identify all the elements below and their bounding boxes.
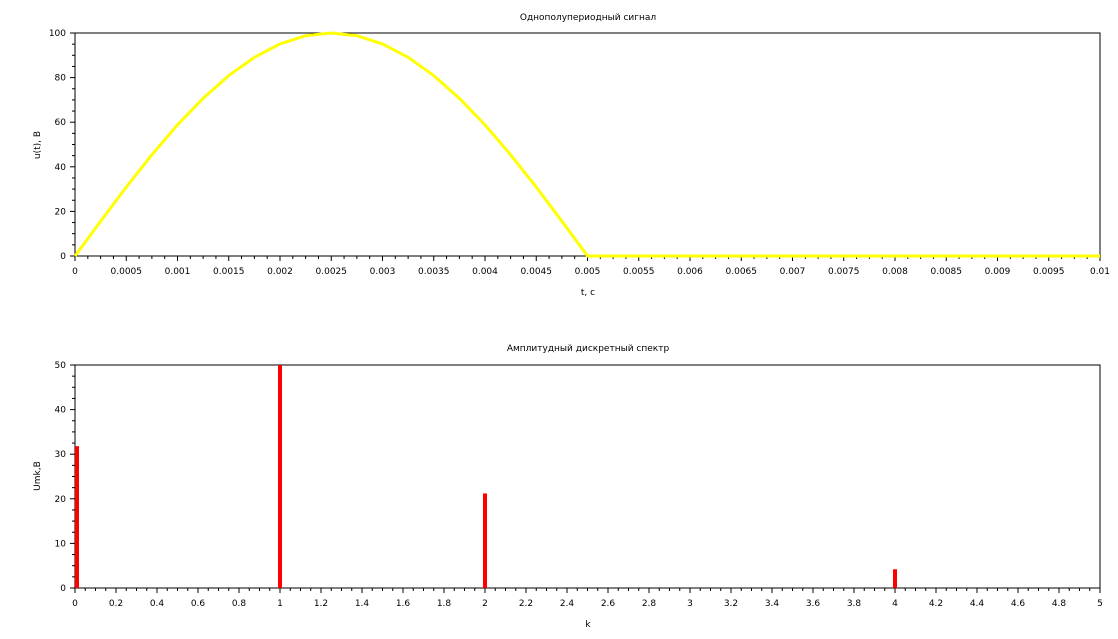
spectrum-x-tick-label: 1.8 [437, 599, 452, 609]
signal-x-tick-label: 0.0025 [316, 267, 348, 277]
signal-x-tick-label: 0.0095 [1033, 267, 1065, 277]
signal-x-tick-label: 0.0005 [111, 267, 143, 277]
spectrum-y-axis-label: Umk,B [33, 461, 43, 491]
spectrum-x-tick-label: 3.2 [724, 599, 738, 609]
spectrum-x-tick-label: 3 [687, 599, 693, 609]
spectrum-x-tick-label: 2.2 [519, 599, 533, 609]
spectrum-plot-title: Амплитудный дискретный спектр [507, 344, 670, 354]
signal-plot: Однополупериодный сигнал 0 0.0005 0.001 0.0… [33, 13, 1110, 298]
signal-x-axis-label: t, c [581, 288, 595, 298]
signal-y-tick-label: 100 [49, 29, 66, 39]
spectrum-x-tick-label: 5 [1097, 599, 1103, 609]
signal-x-tick-label: 0.0055 [623, 267, 655, 277]
spectrum-x-tick-label: 2 [482, 599, 488, 609]
spectrum-x-tick-label: 1.2 [314, 599, 328, 609]
spectrum-x-tick-label: 4.8 [1052, 599, 1067, 609]
spectrum-x-tick-label: 0.2 [109, 599, 123, 609]
signal-x-tick-label: 0.0065 [726, 267, 758, 277]
signal-x-tick-label: 0.0045 [521, 267, 553, 277]
signal-x-tick-label: 0.002 [267, 267, 293, 277]
signal-series-line [73, 31, 1100, 258]
spectrum-y-tick-label: 50 [55, 361, 67, 371]
spectrum-x-tick-label: 0.4 [150, 599, 165, 609]
signal-x-tick-label: 0.006 [677, 267, 703, 277]
signal-x-tick-label: 0.0035 [418, 267, 450, 277]
spectrum-x-tick-label: 2.6 [601, 599, 616, 609]
signal-y-tick-label: 40 [55, 163, 67, 173]
spectrum-bar [483, 493, 487, 588]
spectrum-x-tick-label: 0.8 [232, 599, 247, 609]
spectrum-bar [278, 365, 282, 588]
spectrum-x-tick-label: 1.6 [396, 599, 411, 609]
signal-x-tick-label: 0.0015 [213, 267, 245, 277]
signal-y-tick-label: 80 [55, 74, 67, 84]
spectrum-plot-frame [74, 364, 1101, 589]
signal-x-tick-label: 0.01 [1090, 267, 1110, 277]
spectrum-x-axis-label: k [585, 620, 591, 630]
signal-x-tick-label: 0.004 [472, 267, 498, 277]
signal-y-tick-label: 20 [55, 207, 67, 217]
spectrum-y-tick-label: 40 [55, 406, 67, 416]
spectrum-y-tick-label: 10 [55, 539, 67, 549]
spectrum-x-tick-label: 4.6 [1011, 599, 1026, 609]
spectrum-y-tick-label: 0 [60, 584, 66, 594]
signal-x-tick-label: 0.003 [370, 267, 396, 277]
signal-x-tick-label: 0.0085 [931, 267, 963, 277]
signal-y-tick-label: 0 [60, 252, 66, 262]
spectrum-x-tick-label: 4 [892, 599, 898, 609]
spectrum-x-tick-label: 0 [72, 599, 78, 609]
spectrum-bar [75, 446, 79, 588]
spectrum-x-tick-label: 0.6 [191, 599, 206, 609]
signal-y-tick-label: 60 [55, 118, 67, 128]
spectrum-plot: Амплитудный дискретный спектр 0 0.2 0.4 0.6… [33, 344, 1103, 630]
signal-x-tick-label: 0.007 [780, 267, 806, 277]
spectrum-x-tick-label: 1 [277, 599, 283, 609]
signal-y-axis-label: u(t), B [33, 131, 43, 159]
spectrum-x-tick-label: 3.8 [847, 599, 862, 609]
spectrum-x-tick-label: 2.8 [642, 599, 657, 609]
signal-plot-ticks: 0 0.0005 0.001 0.0015 0.002 0.0025 0.003 0.0035… [49, 29, 1110, 277]
signal-x-tick-label: 0.008 [882, 267, 908, 277]
signal-x-tick-label: 0.0075 [828, 267, 860, 277]
spectrum-y-tick-label: 20 [55, 495, 67, 505]
spectrum-bars [75, 365, 897, 588]
spectrum-x-tick-label: 4.4 [970, 599, 985, 609]
spectrum-y-tick-label: 30 [55, 450, 67, 460]
signal-x-tick-label: 0.001 [165, 267, 191, 277]
spectrum-x-tick-label: 1.4 [355, 599, 370, 609]
spectrum-bar [893, 569, 897, 588]
spectrum-x-tick-label: 3.6 [806, 599, 821, 609]
signal-plot-title: Однополупериодный сигнал [520, 13, 656, 23]
signal-x-tick-label: 0 [72, 267, 78, 277]
spectrum-x-tick-label: 3.4 [765, 599, 780, 609]
signal-x-tick-label: 0.009 [985, 267, 1011, 277]
spectrum-x-tick-label: 4.2 [929, 599, 943, 609]
spectrum-x-tick-label: 2.4 [560, 599, 575, 609]
signal-x-tick-label: 0.005 [575, 267, 601, 277]
spectrum-plot-ticks: 0 0.2 0.4 0.6 0.8 1 1.2 1.4 1.6 1.8 2 2.2 2.4 2.6 2.8 3… [55, 361, 1103, 609]
signal-plot-frame [74, 32, 1101, 257]
